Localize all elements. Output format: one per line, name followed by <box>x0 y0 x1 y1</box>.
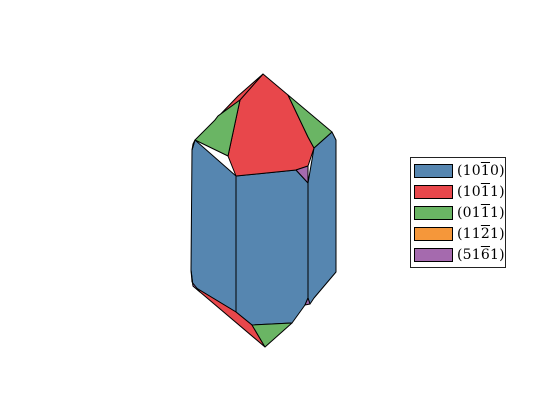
bottom-face-green <box>251 322 293 348</box>
legend-swatch <box>414 247 453 262</box>
legend-label: (1011) <box>457 183 505 200</box>
legend-item-4: (1121) <box>411 223 505 244</box>
legend-swatch <box>414 226 453 241</box>
legend-item-1: (1010) <box>411 160 505 181</box>
top-face-red-front <box>227 73 315 177</box>
bottom-small-purple-right <box>304 297 311 306</box>
legend-label: (0111) <box>457 204 505 221</box>
legend-label: (1121) <box>457 225 505 242</box>
legend-item-5: (5161) <box>411 244 505 265</box>
top-left-edge-sliver <box>191 139 196 151</box>
prism-face-front <box>235 169 309 326</box>
top-face-green-right <box>287 94 333 149</box>
legend-item-2: (1011) <box>411 181 505 202</box>
prism-face-left <box>190 139 237 313</box>
legend-label: (5161) <box>457 246 505 263</box>
bottom-small-purple-left <box>190 269 201 293</box>
top-small-purple <box>295 165 309 184</box>
legend-swatch <box>414 205 453 220</box>
legend-swatch <box>414 163 453 178</box>
legend: (1010) (1011) (0111) (1121) (5161) <box>410 157 506 268</box>
legend-swatch <box>414 184 453 199</box>
top-face-green-left <box>194 99 241 157</box>
prism-face-right <box>307 131 337 305</box>
legend-item-3: (0111) <box>411 202 505 223</box>
legend-label: (1010) <box>457 162 505 179</box>
